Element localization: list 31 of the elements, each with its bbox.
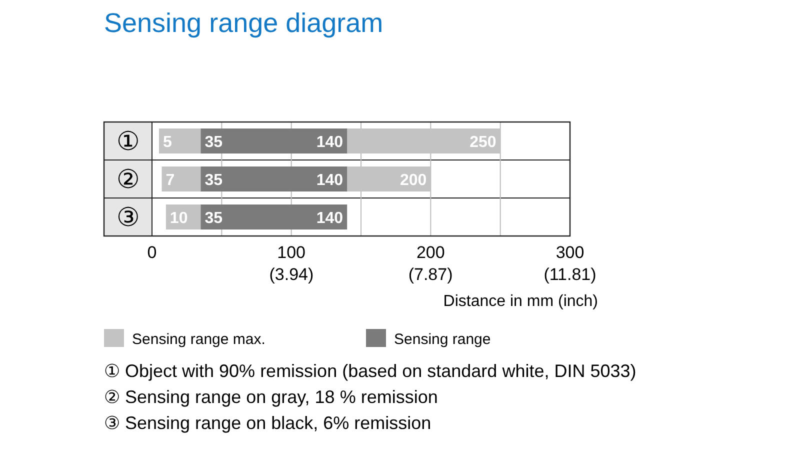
- x2-tick-label: (11.81): [544, 265, 596, 284]
- annotation: 200: [400, 172, 427, 189]
- y-tick-label: ③: [116, 202, 140, 232]
- text: ① Object with 90% remission (based on standard white, DIN 5033): [104, 361, 636, 381]
- annotation: 140: [316, 134, 344, 151]
- x2-tick-label: (7.87): [408, 265, 453, 284]
- legend-label: Sensing range: [394, 331, 491, 348]
- annotation: 35: [204, 210, 223, 227]
- x-axis-title: Distance in mm (inch): [443, 293, 598, 310]
- x2-tick-label: (3.94): [269, 265, 314, 284]
- annotation: 35: [204, 134, 223, 151]
- annotation: 5: [162, 134, 172, 151]
- x-tick-label: 100: [277, 243, 306, 262]
- chart-title: Sensing range diagram: [104, 8, 384, 38]
- annotation: 7: [166, 172, 175, 189]
- x-tick-label: 0: [147, 243, 157, 262]
- x-tick-label: 300: [556, 243, 584, 262]
- legend-label: Sensing range max.: [132, 331, 266, 348]
- text: ② Sensing range on gray, 18 % remission: [104, 387, 438, 407]
- bar: [200, 128, 348, 154]
- y-tick-label: ①: [116, 126, 140, 156]
- bar: [200, 166, 348, 192]
- annotation: 10: [170, 210, 188, 227]
- annotation: 250: [470, 134, 496, 151]
- annotation: 140: [316, 210, 344, 227]
- x-tick-label: 200: [416, 243, 445, 262]
- annotation: 140: [316, 172, 344, 189]
- y-tick-label: ②: [116, 164, 140, 194]
- annotation: 35: [204, 172, 223, 189]
- bar: [200, 204, 348, 230]
- text: ③ Sensing range on black, 6% remission: [104, 413, 432, 433]
